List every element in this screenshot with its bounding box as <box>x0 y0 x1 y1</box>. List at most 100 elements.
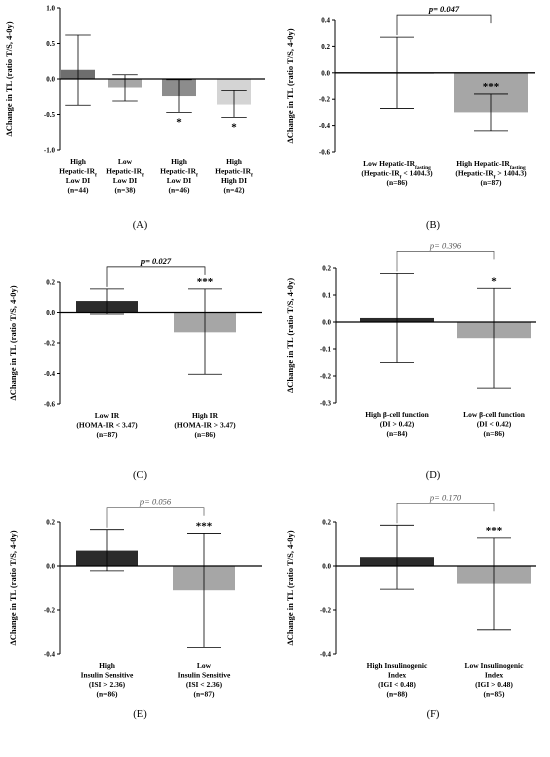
category-label: Low Insulinogenic <box>465 661 525 670</box>
significance-marker: * <box>176 116 182 128</box>
category-label: Index <box>388 671 407 680</box>
subscript: f <box>494 175 496 181</box>
category-label: (IGI > 0.48) <box>475 680 513 689</box>
y-tick-label: -0.2 <box>319 96 331 104</box>
y-tick-label: 0.4 <box>321 17 330 25</box>
category-label: (n=38) <box>115 186 136 195</box>
category-label: (n=87) <box>481 178 502 187</box>
y-tick-label: 0.2 <box>46 519 55 527</box>
category-label: Low DI <box>113 176 137 185</box>
p-value-label: p= 0.170 <box>429 492 462 502</box>
p-value-label: p= 0.047 <box>428 4 460 14</box>
category-label: (HOMA-IR < 3.47) <box>76 421 138 430</box>
significance-marker: *** <box>486 525 503 537</box>
y-tick-label: 0.5 <box>46 40 55 48</box>
category-label: Index <box>485 671 504 680</box>
category-label: (n=86) <box>97 690 118 699</box>
y-axis-label: ΔChange in TL (ratio T/S, 4-0y) <box>8 285 18 400</box>
category-label: Insulin Sensitive <box>81 671 134 680</box>
category-label: (n=88) <box>387 690 408 699</box>
y-axis-label: ΔChange in TL (ratio T/S, 4-0y) <box>8 530 18 645</box>
comparison-bracket <box>396 251 495 272</box>
category-label: Low β-cell function <box>463 410 526 419</box>
category-label: (ISI < 2.36) <box>186 680 223 689</box>
category-label: (n=46) <box>169 186 190 195</box>
y-tick-label: -0.2 <box>44 607 56 615</box>
panel-caption: (B) <box>426 220 441 231</box>
category-label: Low <box>118 157 133 166</box>
chart-panel-f: -0.4 -0.2 0.0 0.2 ΔChange in TL (ratio T/S, … <box>285 492 536 720</box>
subscript: fasting <box>415 165 431 171</box>
category-label: Low DI <box>167 176 191 185</box>
category-label: Insulin Sensitive <box>178 671 231 680</box>
subscript: f <box>142 173 144 179</box>
y-tick-label: 0.1 <box>322 292 331 300</box>
subscript: fasting <box>510 165 526 171</box>
chart-panel-e: -0.4 -0.2 0.0 0.2 ΔChange in TL (ratio T/S, … <box>8 497 262 720</box>
y-tick-label: 0.2 <box>322 265 331 273</box>
category-label: (n=86) <box>195 430 216 439</box>
category-label: (IGI < 0.48) <box>378 680 416 689</box>
y-tick-label: 0.0 <box>46 309 55 317</box>
y-tick-label: 0.0 <box>322 563 331 571</box>
y-tick-label: -0.2 <box>320 373 332 381</box>
subscript: f <box>196 173 198 179</box>
y-tick-label: 0.2 <box>46 279 55 287</box>
category-label: Low <box>197 661 212 670</box>
y-tick-label: -0.1 <box>320 346 332 354</box>
significance-marker: * <box>231 121 237 133</box>
label-rest: > 1404.3) <box>496 169 528 178</box>
significance-marker: *** <box>197 276 214 288</box>
y-tick-label: -0.4 <box>44 651 56 659</box>
y-tick-label: -0.3 <box>320 400 332 408</box>
significance-marker: *** <box>196 520 213 532</box>
category-label: High <box>226 157 243 166</box>
panel-caption: (E) <box>133 709 147 720</box>
category-label: Low IR <box>95 411 120 420</box>
y-axis-label: ΔChange in TL (ratio T/S, 4-0y) <box>285 278 295 393</box>
y-tick-label: -0.4 <box>319 122 331 130</box>
panel-caption: (F) <box>427 709 440 720</box>
y-axis-label: ΔChange in TL (ratio T/S, 4-0y) <box>285 530 295 645</box>
y-tick-label: -0.6 <box>44 401 56 409</box>
category-label: (DI > 0.42) <box>380 420 415 429</box>
category-label: (n=86) <box>387 178 408 187</box>
p-value-label: p= 0.396 <box>429 240 462 250</box>
y-tick-label: -0.2 <box>320 607 332 615</box>
category-label: Low DI <box>66 176 90 185</box>
category-label: High IR <box>192 411 219 420</box>
category-label: High Insulinogenic <box>367 661 428 670</box>
y-tick-label: -1.0 <box>44 147 56 155</box>
category-label: High β-cell function <box>365 410 429 419</box>
category-label: (ISI > 2.36) <box>89 680 126 689</box>
label-rest: < 1404.3) <box>402 169 434 178</box>
category-label: High <box>70 157 87 166</box>
y-tick-label: -0.2 <box>44 340 56 348</box>
y-tick-label: 0.0 <box>322 319 331 327</box>
y-tick-label: -0.4 <box>320 651 332 659</box>
chart-panel-a: -1.0 -0.5 0.0 0.5 1.0 ΔChange in TL (ratio T/… <box>4 5 265 231</box>
category-label: (n=85) <box>484 690 505 699</box>
panel-caption: (D) <box>426 470 441 481</box>
y-axis-label: ΔChange in TL (ratio T/S, 4-0y) <box>4 21 14 136</box>
subscript: f <box>251 173 253 179</box>
category-label: (DI < 0.42) <box>477 420 512 429</box>
subscript: f <box>95 173 97 179</box>
subscript: f <box>400 175 402 181</box>
category-label: (n=42) <box>224 186 245 195</box>
category-label: (HOMA-IR > 3.47) <box>174 421 236 430</box>
category-label: (n=87) <box>194 690 215 699</box>
y-tick-label: -0.4 <box>44 370 56 378</box>
y-tick-label: 0.0 <box>46 76 55 84</box>
comparison-bracket <box>106 266 206 287</box>
p-value-label: p= 0.027 <box>140 256 172 266</box>
y-tick-label: -0.5 <box>44 111 56 119</box>
category-label: (n=86) <box>484 429 505 438</box>
y-tick-label: 0.0 <box>321 69 330 77</box>
category-label: (n=87) <box>97 430 118 439</box>
y-tick-label: 0.2 <box>321 43 330 51</box>
category-label: High DI <box>221 176 247 185</box>
chart-panel-c: -0.6 -0.4 -0.2 0.0 0.2 ΔChange in TL (ratio T… <box>8 256 262 481</box>
y-axis-label: ΔChange in TL (ratio T/S, 4-0y) <box>285 28 295 143</box>
